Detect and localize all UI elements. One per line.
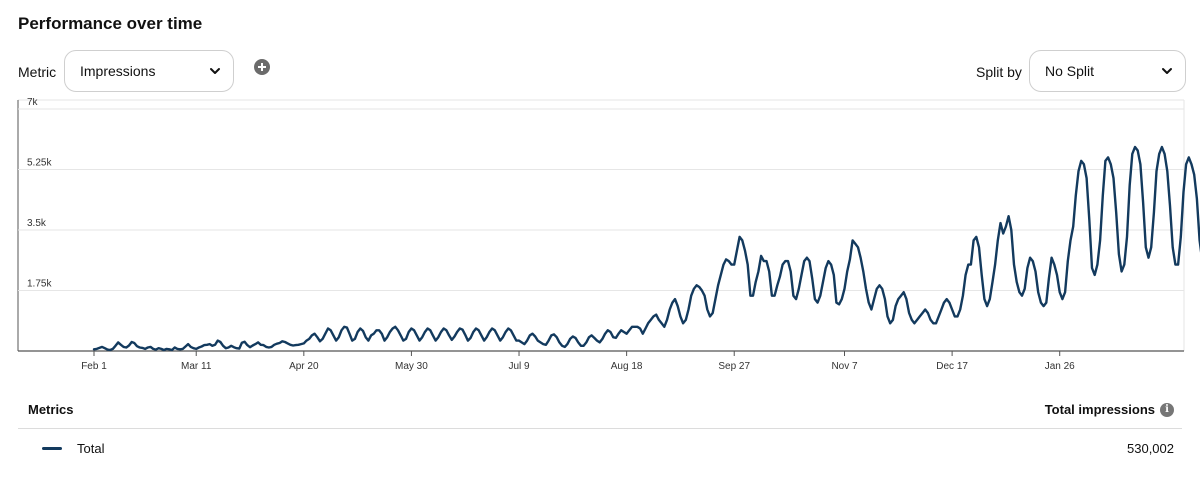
add-metric-icon[interactable] bbox=[254, 59, 270, 75]
metrics-heading: Metrics bbox=[28, 402, 74, 417]
metric-dropdown[interactable]: Impressions bbox=[64, 50, 234, 92]
metric-value: 530,002 bbox=[1127, 441, 1174, 456]
y-tick-label: 1.75k bbox=[27, 279, 52, 290]
x-tick-label: Apr 20 bbox=[289, 361, 319, 372]
series-swatch bbox=[42, 447, 62, 450]
x-tick-label: Sep 27 bbox=[718, 361, 750, 372]
info-icon[interactable]: i bbox=[1160, 402, 1174, 417]
y-tick-label: 7k bbox=[27, 98, 39, 108]
chevron-down-icon bbox=[210, 68, 220, 74]
metric-name: Total bbox=[77, 441, 105, 456]
x-tick-label: Aug 18 bbox=[611, 361, 643, 372]
series-line-total bbox=[92, 145, 1200, 352]
metric-label: Metric bbox=[18, 64, 57, 80]
x-tick-label: Nov 7 bbox=[831, 361, 858, 372]
split-by-dropdown-value: No Split bbox=[1045, 63, 1095, 79]
y-tick-label: 3.5k bbox=[27, 218, 47, 229]
split-by-label: Split by bbox=[976, 64, 1022, 80]
total-impressions-label: Total impressions bbox=[1044, 402, 1155, 417]
split-by-dropdown[interactable]: No Split bbox=[1029, 50, 1186, 92]
x-tick-label: May 30 bbox=[395, 361, 428, 372]
metric-dropdown-value: Impressions bbox=[80, 63, 156, 79]
x-tick-label: Feb 1 bbox=[81, 361, 107, 372]
x-tick-label: Mar 11 bbox=[181, 361, 212, 372]
metric-row-total: Total 530,002 bbox=[18, 438, 1182, 460]
x-tick-label: Dec 17 bbox=[936, 361, 968, 372]
x-tick-label: Jan 26 bbox=[1045, 361, 1075, 372]
performance-chart: 1.75k 3.5k 5.25k 7k Feb 1 Mar 11 Apr 20 May 30 J… bbox=[17, 98, 1200, 372]
metrics-header: Metrics Total impressions i bbox=[18, 400, 1182, 429]
chevron-down-icon bbox=[1162, 68, 1172, 74]
page-title: Performance over time bbox=[18, 14, 203, 33]
x-tick-label: Jul 9 bbox=[508, 361, 530, 372]
total-impressions-heading: Total impressions i bbox=[1045, 402, 1174, 417]
y-tick-label: 5.25k bbox=[27, 158, 52, 169]
